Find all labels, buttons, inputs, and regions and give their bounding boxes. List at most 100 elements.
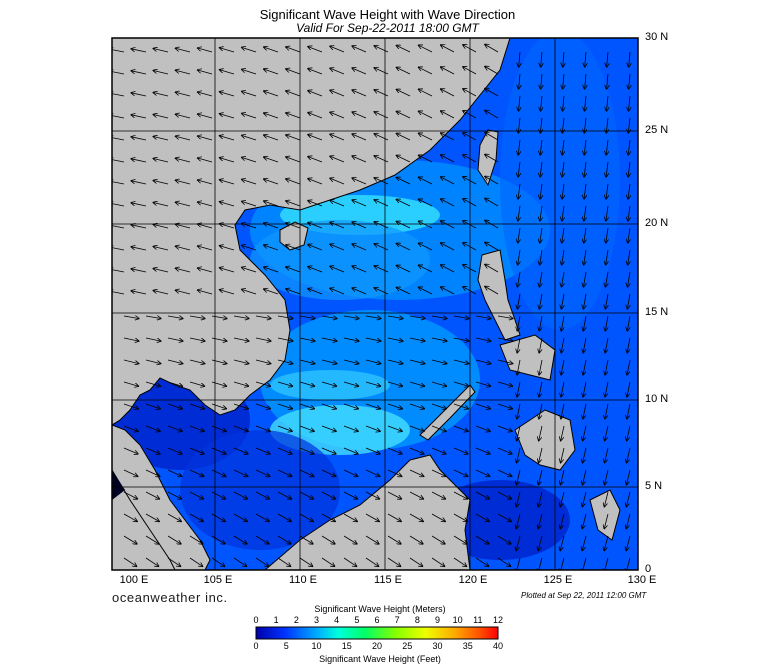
wave-arrow [153,291,169,295]
wave-arrow [153,181,169,185]
wave-arrow [255,359,271,364]
lon-label-125e: 125 E [543,574,573,586]
wave-arrow [242,113,257,119]
wave-arrow [242,267,257,273]
wave-arrow [441,67,455,75]
wave-arrow [308,69,323,75]
wave-arrow [541,95,543,111]
wave-arrow [220,114,235,119]
wave-arrow [112,159,125,163]
wave-arrow [365,316,381,319]
wave-arrow [374,46,389,53]
wave-arrow [242,157,257,163]
wave-arrow [583,425,587,441]
legend-meter-tick: 10 [452,615,463,625]
wave-arrow [463,287,477,295]
wave-arrow [112,49,125,53]
wave-arrow [123,425,138,431]
wave-arrow [397,68,411,75]
wave-arrow [431,359,447,364]
wave-arrow [286,245,301,251]
wave-arrow [264,135,279,141]
wave-arrow [397,288,411,295]
wave-arrow [409,557,423,566]
wave-arrow [308,157,323,163]
wave-arrow [352,266,367,273]
wave-arrow [211,557,225,566]
wave-arrow [167,491,181,499]
wave-arrow [562,227,564,243]
wave-arrow [374,200,389,207]
wave-arrow [518,183,520,199]
wave-arrow [584,249,586,265]
wave-arrow [264,113,279,119]
wave-arrow [627,381,631,397]
map-frame [111,37,639,571]
wave-arrow [131,291,147,295]
wave-arrow [441,199,455,207]
lon-label-110e: 110 E [289,574,317,586]
wave-arrow [539,315,543,331]
wave-arrow [387,381,402,386]
wave-arrow [255,557,269,566]
wave-arrow [308,47,323,53]
wave-direction-arrows [112,45,631,570]
wave-arrow [211,447,226,454]
wave-arrow [629,95,631,111]
wave-arrow [352,288,367,295]
wave-arrow [605,315,609,331]
wave-arrow [475,425,490,431]
lon-label-105e: 105 E [203,574,233,586]
wave-arrow [497,403,512,409]
wave-arrow [131,137,147,141]
wave-arrow [374,244,389,251]
legend-feet-tick: 0 [253,641,259,651]
wave-arrow [475,447,490,454]
wave-arrow [419,67,433,75]
wave-arrow [604,513,609,529]
wave-arrow [561,337,565,353]
wave-arrow [517,315,521,331]
wave-arrow [540,183,542,199]
wave-arrow [409,337,425,341]
wave-arrow [308,201,323,207]
wave-arrow [112,93,125,97]
wave-arrow [189,535,203,544]
wave-arrow [516,513,521,529]
wave-arrow [189,513,203,521]
wave-arrow [560,535,565,551]
wave-arrow [485,177,499,185]
wave-arrow [299,557,313,566]
wave-arrow [352,46,367,53]
wave-arrow [233,557,247,566]
wave-arrow [409,403,424,409]
wave-arrow [463,89,477,97]
wave-arrow [453,535,467,544]
wave-arrow [233,469,248,476]
wave-arrow [131,49,147,53]
wave-arrow [176,268,191,273]
legend-meters-title: Significant Wave Height (Meters) [314,604,446,614]
wave-arrow [321,557,335,566]
wave-arrow [626,557,631,570]
wave-arrow [605,403,609,419]
wave-arrow [131,71,147,75]
legend-meter-tick: 9 [434,615,440,625]
wave-arrow [497,513,511,521]
wave-arrow [561,381,565,397]
wave-arrow [485,155,499,163]
wave-arrow [211,535,225,544]
wave-arrow [131,225,147,229]
wave-arrow [627,315,631,331]
wave-arrow [409,425,424,431]
wave-arrow [453,359,469,364]
wave-arrow [330,112,345,119]
wave-arrow [255,381,270,386]
wave-arrow [153,137,169,141]
wave-arrow [112,269,125,273]
wave-arrow [308,135,323,141]
wave-arrow [112,137,125,141]
wave-arrow [453,469,468,476]
wave-arrow [584,139,586,155]
